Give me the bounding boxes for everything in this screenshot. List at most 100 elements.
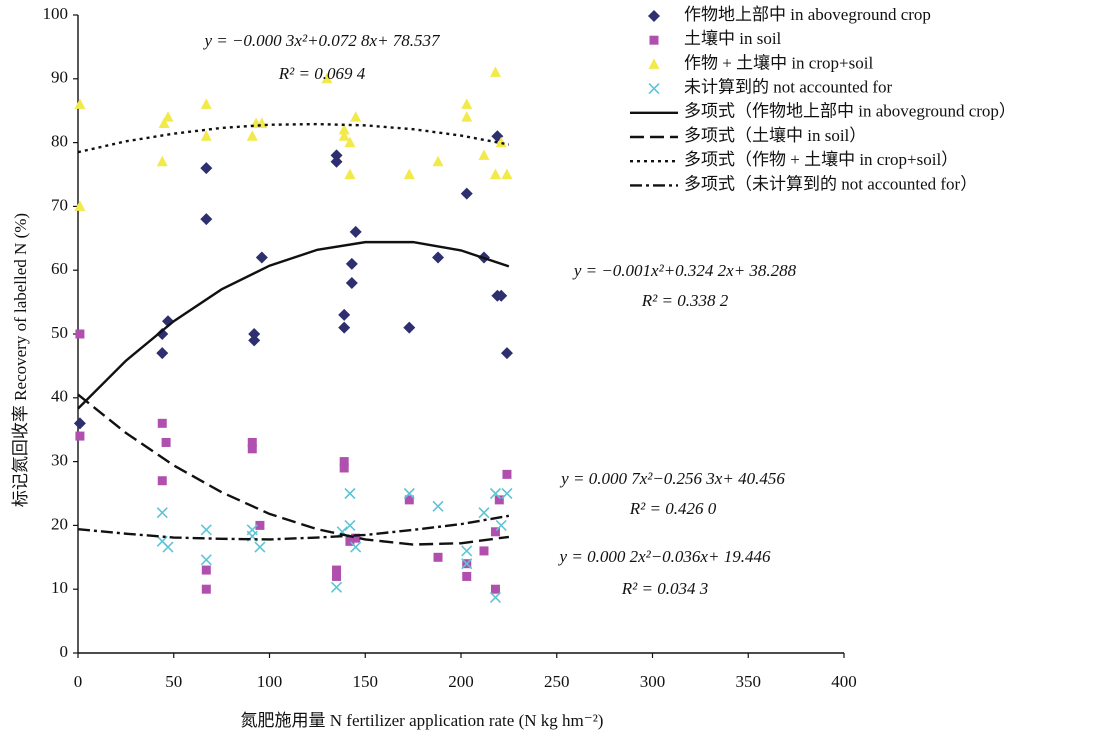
x-tick-label: 300 [640,672,666,691]
point [161,437,171,447]
point [350,111,362,122]
point [246,130,258,141]
point [200,213,213,226]
point [332,565,342,575]
point [433,552,443,562]
y-tick-label: 0 [60,642,69,661]
point [501,168,513,179]
point [156,328,169,340]
trend-line [77,240,510,410]
point [201,565,211,575]
x-tick-label: 0 [74,672,83,691]
point [332,571,342,581]
y-tick-label: 50 [51,323,68,342]
point [157,476,167,486]
point [330,581,343,593]
point [74,200,86,211]
point [489,168,501,179]
point [338,123,350,135]
point [479,546,489,556]
point [338,130,350,141]
point [339,463,349,473]
legend-marker [648,83,660,95]
point [75,329,85,339]
point [478,149,490,160]
point [158,117,170,128]
point [489,591,502,604]
point [339,457,349,467]
trend-line [77,393,510,546]
x-tick-label: 50 [165,672,182,691]
point [490,527,500,537]
legend-marker [648,10,660,22]
y-tick-label: 80 [51,132,68,151]
legend-label: 多项式（作物地上部中 in aboveground crop） [684,102,1016,121]
legend-marker [648,58,660,69]
point [200,162,213,175]
point [247,444,257,454]
y-tick-label: 70 [51,195,68,214]
point [157,418,167,428]
point [248,328,261,340]
y-tick-label: 100 [43,4,69,23]
point [495,519,507,531]
point [403,168,415,179]
equation: R² = 0.034 3 [621,579,708,598]
legend: 作物地上部中 in aboveground crop 土壤中 in soil 作物 … [630,5,1016,193]
point [254,541,266,553]
equation: y = −0.001x²+0.324 2x+ 38.288 [572,261,797,280]
legend-label: 多项式（土壤中 in soil） [684,125,866,145]
point [338,321,351,334]
point [156,155,168,167]
point [432,155,444,167]
point [200,524,212,536]
equation: y = 0.000 7x²−0.256 3x+ 40.456 [559,469,785,488]
trend-line [77,122,510,154]
point [461,111,473,122]
point [403,487,415,500]
legend-label: 作物地上部中 in aboveground crop [684,5,931,24]
point [344,487,356,500]
equation: y = 0.000 2x²−0.036x+ 19.446 [558,547,771,566]
y-axis-label: 标记氮回收率 Recovery of labelled N (%) [11,213,30,507]
x-tick-label: 400 [831,672,857,691]
point [489,66,501,77]
point [403,321,416,334]
point [248,334,261,347]
x-tick-label: 150 [353,672,379,691]
point [321,72,333,84]
point [490,584,500,594]
point [74,98,86,109]
y-tick-label: 40 [51,387,68,406]
point [501,487,513,500]
point [344,136,356,148]
legend-marker [649,35,659,45]
legend-label: 多项式（作物 + 土壤中 in crop+soil） [684,149,958,169]
y-tick-label: 90 [51,68,68,87]
legend-label: 未计算到的 not accounted for [684,78,893,97]
x-tick-label: 250 [544,672,570,691]
x-axis-label: 氮肥施用量 N fertilizer application rate (N k… [241,711,604,730]
point [330,155,343,168]
x-tick-label: 350 [736,672,762,691]
point [432,251,445,264]
equation: R² = 0.069 4 [278,64,366,83]
y-tick-label: 60 [51,259,68,278]
point [156,507,168,519]
equation: R² = 0.338 2 [641,291,729,310]
point [494,495,504,505]
point [461,558,473,570]
point [350,541,362,553]
point [461,545,473,557]
point [489,487,502,500]
point [201,584,211,594]
point [200,130,212,141]
point [462,571,472,581]
point [162,111,174,122]
point [255,251,268,264]
point [200,554,212,566]
y-tick-label: 10 [51,578,68,597]
y-tick-label: 20 [51,514,68,533]
point [338,308,351,321]
point [495,289,508,302]
